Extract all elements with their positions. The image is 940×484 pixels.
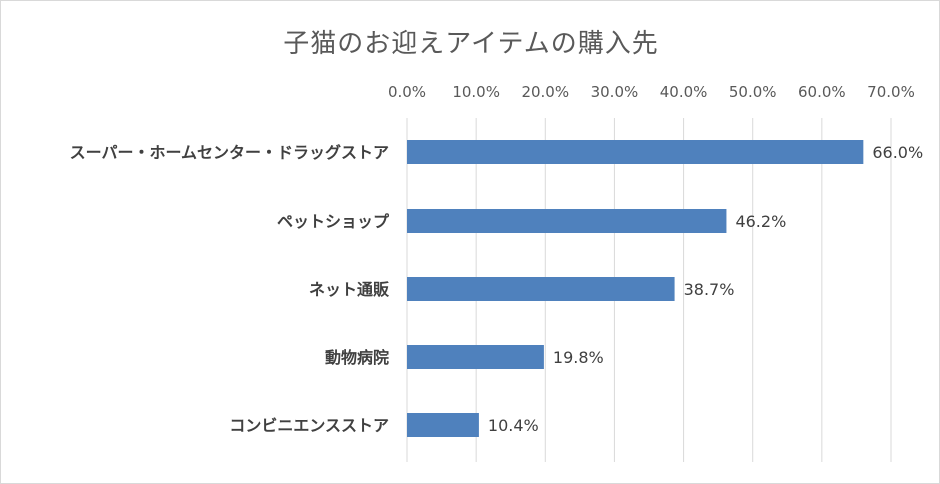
- data-label: 10.4%: [488, 416, 539, 435]
- bar: [407, 277, 675, 301]
- x-tick-label: 50.0%: [729, 83, 777, 101]
- x-tick-label: 10.0%: [452, 83, 500, 101]
- x-tick-label: 70.0%: [867, 83, 915, 101]
- category-label: ペットショップ: [277, 212, 390, 231]
- data-label: 66.0%: [872, 143, 923, 162]
- x-tick-label: 30.0%: [591, 83, 639, 101]
- data-label: 46.2%: [735, 212, 786, 231]
- chart-title: 子猫のお迎えアイテムの購入先: [283, 29, 659, 59]
- x-tick-label: 60.0%: [798, 83, 846, 101]
- bar: [407, 209, 727, 233]
- category-label: ネット通販: [309, 280, 390, 299]
- bar: [407, 345, 544, 369]
- x-tick-label: 0.0%: [388, 83, 426, 101]
- data-label: 38.7%: [684, 280, 735, 299]
- category-label: コンビニエンスストア: [229, 416, 389, 435]
- x-tick-label: 20.0%: [521, 83, 569, 101]
- category-label: 動物病院: [325, 348, 389, 367]
- category-label: スーパー・ホームセンター・ドラッグストア: [70, 143, 389, 162]
- x-tick-label: 40.0%: [660, 83, 708, 101]
- data-label: 19.8%: [553, 348, 604, 367]
- bar: [407, 413, 479, 437]
- bar: [407, 140, 864, 164]
